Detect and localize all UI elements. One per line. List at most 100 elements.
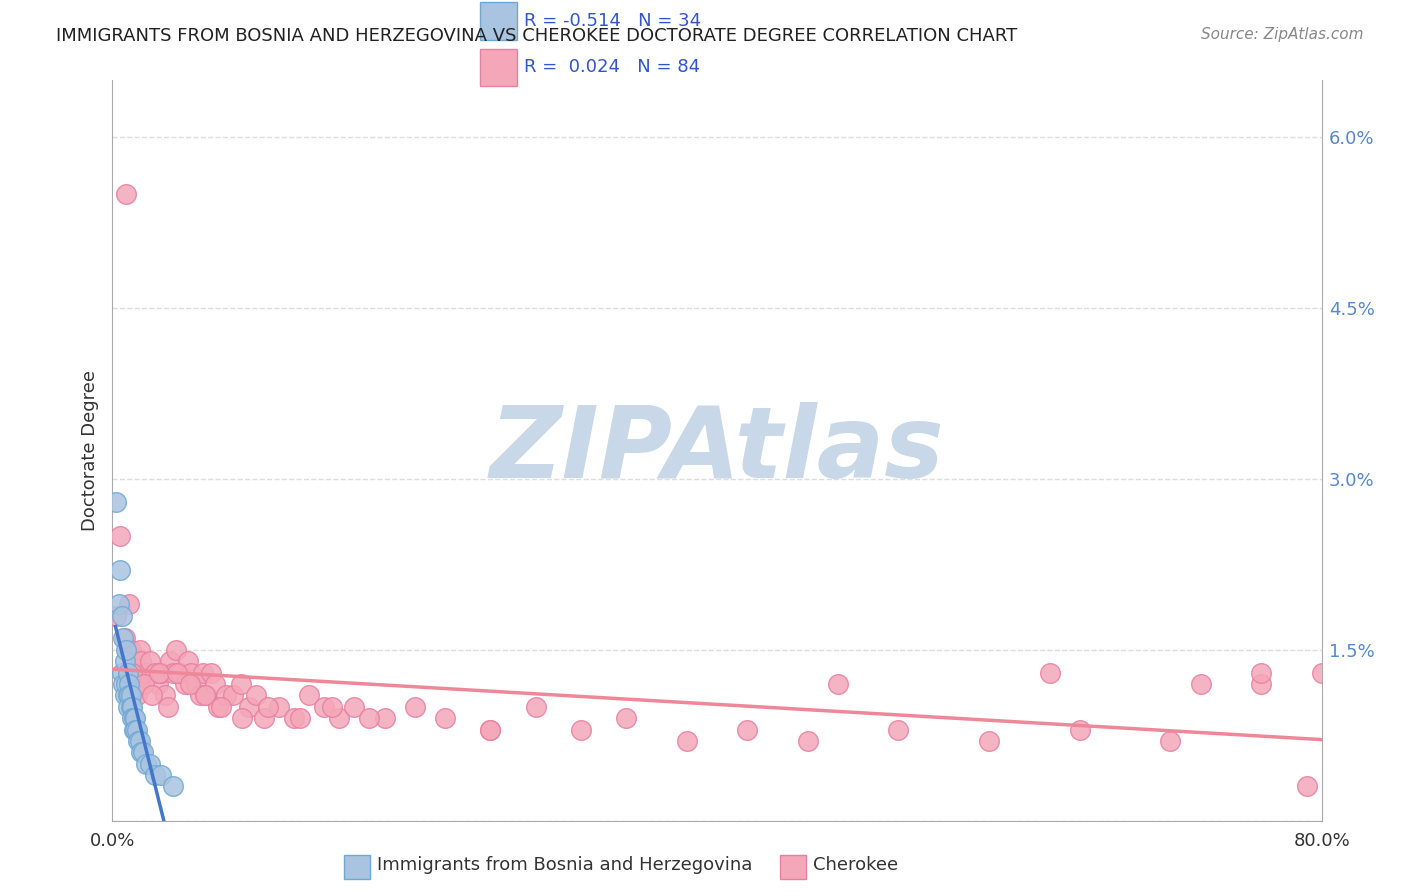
Point [479, 723, 502, 737]
Point [374, 711, 396, 725]
Point [139, 654, 162, 668]
Point [135, 756, 157, 771]
Point [112, 677, 135, 691]
Point [114, 654, 136, 668]
Point [115, 677, 138, 691]
Point [200, 665, 222, 680]
Point [132, 745, 155, 759]
Point [238, 699, 260, 714]
Text: ZIPAtlas: ZIPAtlas [489, 402, 945, 499]
Point [128, 642, 150, 657]
Point [143, 665, 166, 680]
Point [977, 734, 1000, 748]
Text: IMMIGRANTS FROM BOSNIA AND HERZEGOVINA VS CHEROKEE DOCTORATE DEGREE CORRELATION : IMMIGRANTS FROM BOSNIA AND HERZEGOVINA V… [56, 27, 1018, 45]
Point [404, 699, 426, 714]
Text: Source: ZipAtlas.com: Source: ZipAtlas.com [1201, 27, 1364, 42]
Point [121, 711, 143, 725]
Point [1159, 734, 1181, 748]
Point [479, 723, 502, 737]
Point [118, 597, 141, 611]
Point [328, 711, 350, 725]
Point [180, 665, 202, 680]
Point [132, 677, 155, 691]
Point [827, 677, 849, 691]
Point [204, 677, 226, 691]
Point [134, 677, 156, 691]
Bar [344, 855, 370, 879]
Point [675, 734, 697, 748]
Point [125, 677, 148, 691]
Point [108, 563, 131, 577]
Point [110, 608, 132, 623]
Point [104, 494, 127, 508]
Point [215, 689, 238, 703]
Point [174, 677, 197, 691]
Point [149, 665, 172, 680]
Point [120, 689, 142, 703]
Point [114, 632, 136, 646]
Point [257, 699, 280, 714]
Point [118, 677, 141, 691]
Point [118, 689, 141, 703]
Point [188, 689, 211, 703]
Point [129, 745, 152, 759]
Point [359, 711, 381, 725]
Point [229, 677, 252, 691]
Point [117, 642, 139, 657]
Point [184, 677, 207, 691]
Point [194, 689, 217, 703]
Point [887, 723, 910, 737]
Point [115, 187, 138, 202]
Point [267, 699, 290, 714]
Point [191, 665, 214, 680]
Point [122, 723, 145, 737]
Y-axis label: Doctorate Degree: Doctorate Degree [80, 370, 98, 531]
Point [796, 734, 818, 748]
Point [146, 677, 169, 691]
Point [124, 711, 146, 725]
Point [433, 711, 456, 725]
Point [124, 665, 146, 680]
Point [569, 723, 592, 737]
Point [177, 654, 200, 668]
Point [122, 711, 145, 725]
Bar [481, 3, 517, 39]
Point [114, 689, 136, 703]
Point [148, 665, 170, 680]
Point [117, 665, 139, 680]
Point [108, 529, 131, 543]
Point [121, 665, 143, 680]
Point [107, 597, 129, 611]
Point [128, 734, 150, 748]
Point [207, 699, 229, 714]
Point [195, 689, 218, 703]
Point [1038, 665, 1062, 680]
Point [179, 677, 201, 691]
Point [222, 689, 245, 703]
Bar [481, 48, 517, 86]
Point [314, 699, 336, 714]
Point [1250, 665, 1272, 680]
Point [321, 699, 343, 714]
Point [127, 665, 149, 680]
Point [162, 780, 184, 794]
Point [253, 711, 276, 725]
Point [125, 723, 148, 737]
Point [125, 689, 148, 703]
Point [143, 768, 166, 782]
Text: R =  0.024   N = 84: R = 0.024 N = 84 [523, 58, 700, 76]
Point [127, 734, 149, 748]
Point [155, 689, 177, 703]
Point [159, 654, 181, 668]
Point [1189, 677, 1212, 691]
Point [120, 642, 142, 657]
Point [231, 711, 253, 725]
Point [1295, 780, 1317, 794]
Point [209, 699, 232, 714]
Point [524, 699, 547, 714]
Point [169, 665, 191, 680]
Point [139, 756, 162, 771]
Point [117, 689, 139, 703]
Point [157, 699, 180, 714]
Point [288, 711, 311, 725]
